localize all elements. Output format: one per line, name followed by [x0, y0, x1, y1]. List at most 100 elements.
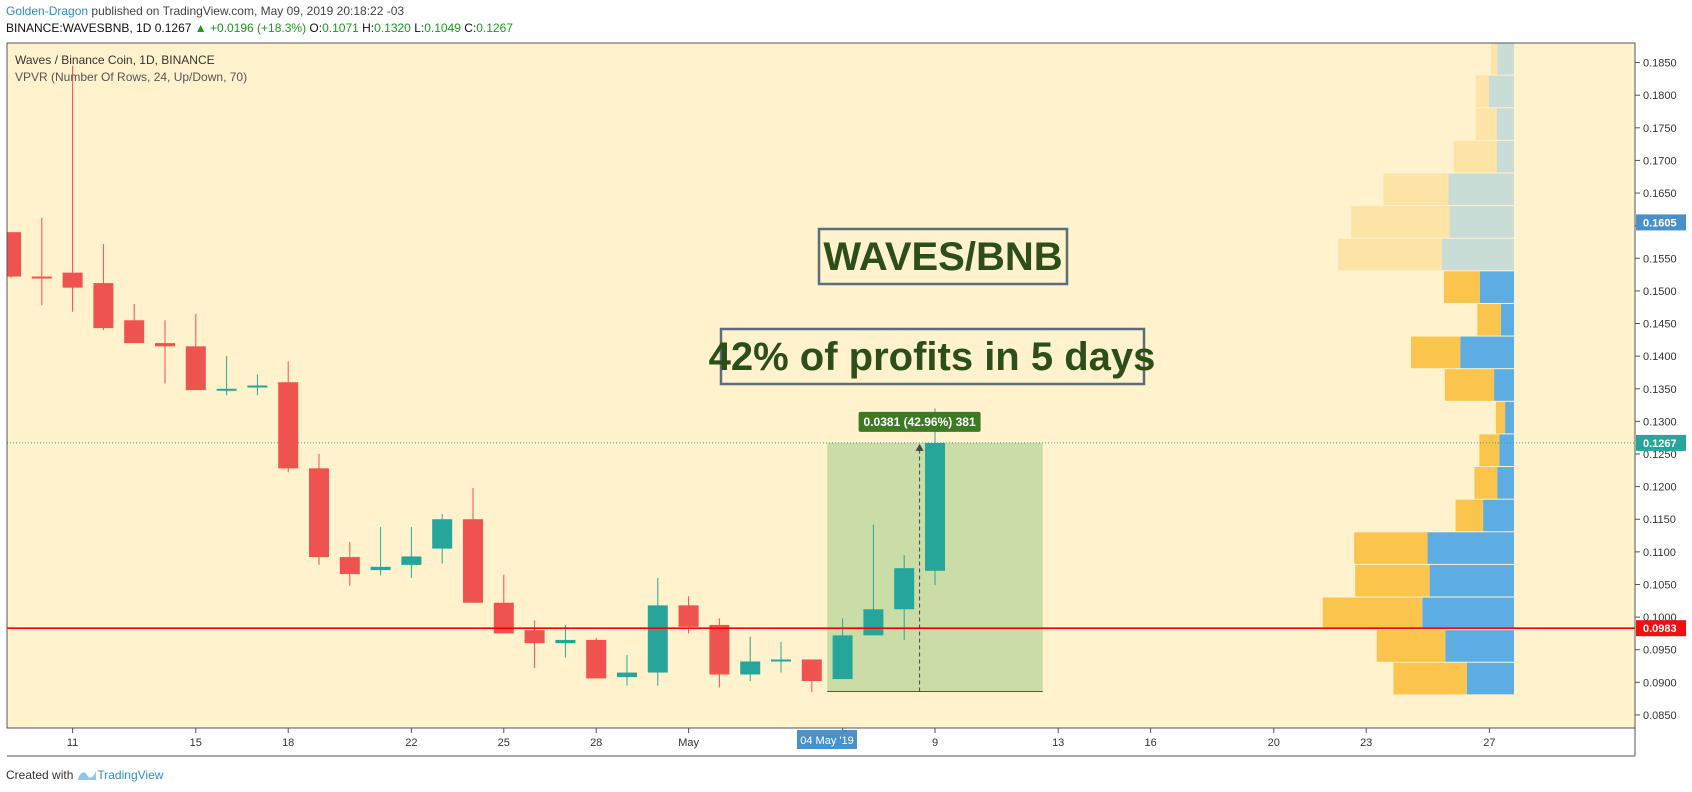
symbol-label: BINANCE:WAVESBNB, 1D	[6, 21, 152, 35]
candle-body-30	[925, 442, 945, 571]
time-tick-label-12: 23	[1360, 737, 1372, 749]
candle-body-00	[7, 232, 21, 277]
vp-down-bar-11	[1477, 303, 1501, 336]
candle-body-09	[278, 382, 299, 469]
candle-22	[678, 596, 699, 634]
subtitle-box-frame	[719, 327, 1146, 386]
candle-11	[339, 542, 360, 586]
vp-up-bar-16	[1496, 140, 1514, 173]
candle-24	[740, 636, 761, 682]
price-change: +0.0196 (+18.3%)	[210, 21, 307, 35]
up-triangle-icon: ▲	[194, 21, 207, 35]
vp-down-bar-02	[1322, 597, 1423, 630]
price-tick-label-01: 0.0900	[1643, 677, 1677, 689]
candle-06	[185, 313, 206, 391]
vp-down-bar-04	[1354, 532, 1428, 564]
candle-14	[432, 514, 453, 564]
candle-body-21	[647, 605, 668, 673]
price-tick-label-12: 0.1450	[1643, 319, 1677, 331]
vp-down-bar-08	[1495, 401, 1506, 434]
time-tick-label-11: 20	[1268, 737, 1280, 749]
candle-20	[617, 654, 637, 686]
close-label: C:	[464, 21, 477, 35]
candle-04	[124, 303, 145, 344]
last-price: 0.1267	[154, 21, 192, 35]
price-tick-label-09: 0.1300	[1643, 416, 1677, 428]
candle-body-13	[401, 556, 422, 565]
vp-down-bar-07	[1479, 434, 1500, 467]
candle-29	[894, 555, 915, 640]
created-with-text: Created with	[6, 768, 74, 782]
candle-body-26	[801, 659, 822, 682]
time-tick-label-04: 25	[498, 737, 510, 749]
author-link[interactable]: Golden-Dragon	[6, 4, 89, 18]
vp-down-bar-01	[1376, 630, 1446, 662]
time-tick-label-10: 16	[1144, 737, 1156, 749]
candle-body-03	[93, 283, 114, 329]
price-tick-label-20: 0.1850	[1643, 58, 1677, 70]
candle-26	[801, 659, 822, 693]
vp-down-bar-19	[1490, 43, 1498, 75]
candle-body-01	[31, 276, 52, 279]
candle-body-22	[678, 605, 699, 627]
tradingview-brand: TradingView	[97, 768, 164, 782]
candle-body-17	[524, 630, 545, 644]
vp-up-bar-04	[1427, 532, 1514, 564]
candle-body-18	[555, 639, 576, 644]
candle-body-25	[771, 659, 791, 662]
subtitle-box[interactable]: 42% of profits in 5 days	[709, 327, 1156, 386]
price-tick-label-10: 0.1350	[1643, 384, 1677, 396]
candle-body-20	[617, 672, 637, 678]
price-tick-label-13: 0.1500	[1643, 286, 1677, 298]
candle-03	[93, 243, 114, 331]
price-tick-label-04: 0.1050	[1643, 579, 1677, 591]
candle-body-05	[155, 343, 175, 347]
tradingview-logo-icon	[78, 771, 97, 780]
vp-up-bar-14	[1449, 206, 1514, 238]
date-badge-bg	[797, 730, 857, 749]
vp-up-bar-07	[1499, 434, 1514, 467]
candle-21	[647, 577, 668, 686]
vp-down-bar-06	[1474, 467, 1498, 499]
candle-body-02	[62, 272, 83, 288]
time-axis[interactable]: 111518222528May691316202327	[67, 728, 1496, 749]
vp-down-bar-16	[1453, 140, 1497, 173]
candle-18	[555, 624, 576, 658]
title-box[interactable]: WAVES/BNB	[817, 227, 1069, 286]
title-box-text: WAVES/BNB	[823, 235, 1062, 279]
vp-up-bar-19	[1497, 43, 1514, 75]
vp-up-bar-01	[1445, 630, 1514, 662]
candle-body-19	[586, 639, 607, 679]
measure-arrow-icon	[915, 443, 924, 451]
candle-16	[493, 574, 514, 634]
candle-08	[247, 374, 268, 396]
support-price-badge-text: 0.0983	[1643, 623, 1677, 635]
time-tick-label-08: 9	[932, 737, 938, 749]
vp-down-bar-12	[1444, 271, 1480, 303]
footer: Created with TradingView	[6, 768, 163, 782]
price-tick-label-02: 0.0950	[1643, 645, 1677, 657]
low-value: 0.1049	[424, 21, 461, 35]
vp-down-bar-18	[1475, 75, 1489, 108]
candle-02	[62, 65, 83, 312]
candle-00	[7, 232, 21, 278]
candle-body-23	[709, 624, 730, 675]
candle-19	[586, 637, 607, 679]
vp-up-bar-08	[1505, 401, 1514, 434]
chart-title: Waves / Binance Coin, 1D, BINANCE	[15, 53, 215, 67]
time-tick-label-06: May	[678, 737, 699, 749]
publish-info: Golden-Dragon published on TradingView.c…	[6, 4, 404, 18]
tradingview-link[interactable]: TradingView	[77, 768, 163, 782]
candle-body-28	[863, 609, 884, 636]
candle-09	[278, 361, 299, 473]
vp-down-bar-00	[1393, 662, 1467, 695]
candle-body-15	[463, 519, 483, 603]
candle-body-11	[339, 557, 360, 575]
support-price-badge-bg	[1636, 620, 1686, 637]
support-price-badge: 0.0983	[1636, 620, 1686, 637]
time-tick-label-05: 28	[590, 737, 602, 749]
vp-up-bar-15	[1448, 173, 1514, 206]
candle-body-10	[309, 468, 329, 558]
title-box-frame	[817, 227, 1069, 286]
